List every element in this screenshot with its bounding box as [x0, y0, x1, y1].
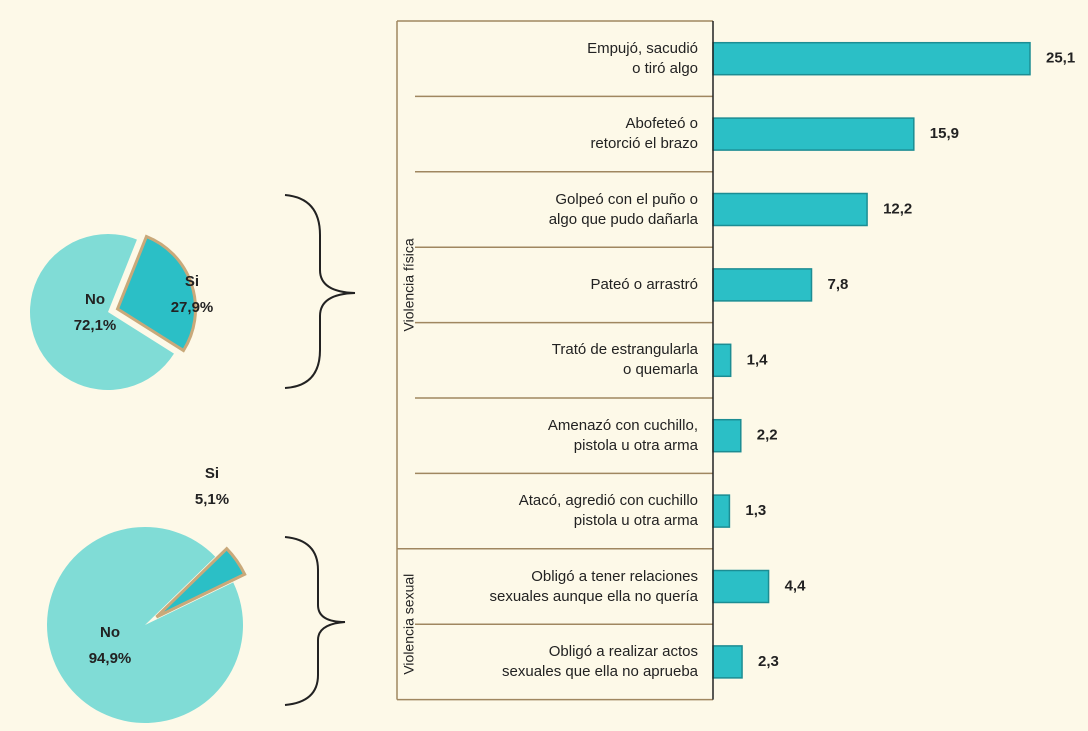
category-label: Obligó a realizar actos sexuales que ell… [502, 642, 698, 680]
value-label: 25,1 [1046, 50, 1075, 67]
slice-value-label: 27,9% [171, 299, 214, 316]
value-label: 15,9 [930, 125, 959, 142]
category-label: Golpeó con el puño o algo que pudo dañar… [548, 190, 698, 228]
group-label: Violencia sexual [401, 574, 417, 675]
pie-slice [47, 527, 243, 723]
value-label: 7,8 [828, 276, 849, 293]
bar [712, 192, 868, 227]
slice-name: Si [185, 273, 199, 290]
bar [712, 117, 915, 151]
slice-name: Si [205, 465, 219, 482]
category-label: Atacó, agredió con cuchillo pistola u ot… [518, 492, 698, 530]
category-label: Abofeteó o retorció el brazo [590, 115, 698, 153]
pie-slice [155, 546, 247, 619]
bar [712, 569, 770, 604]
category-label: Trató de estrangularla o quemarla [551, 341, 698, 379]
pie-slice [115, 234, 198, 353]
bar [712, 268, 813, 302]
slice-name: No [100, 624, 120, 641]
brace [284, 194, 356, 389]
category-label: Pateó o arrastró [590, 275, 698, 293]
bar [712, 343, 732, 378]
value-label: 1,4 [747, 351, 769, 368]
bar [712, 418, 742, 453]
bar [712, 494, 731, 528]
category-label: Amenazó con cuchillo, pistola u otra arm… [547, 416, 698, 454]
bar [712, 41, 1031, 76]
value-label: 2,3 [758, 653, 779, 670]
value-label: 12,2 [883, 200, 912, 217]
value-label: 4,4 [785, 577, 807, 594]
slice-name: No [85, 291, 105, 308]
pie-slice [29, 233, 174, 390]
bar [712, 645, 743, 679]
value-label: 1,3 [745, 502, 766, 519]
category-label: Empujó, sacudió o tiró algo [587, 39, 698, 77]
brace [284, 536, 346, 706]
slice-value-label: 72,1% [74, 317, 117, 334]
group-label: Violencia física [401, 238, 417, 331]
category-label: Obligó a tener relaciones sexuales aunqu… [489, 567, 699, 605]
slice-value-label: 94,9% [89, 650, 132, 667]
value-label: 2,2 [757, 427, 778, 444]
slice-value-label: 5,1% [195, 491, 229, 508]
